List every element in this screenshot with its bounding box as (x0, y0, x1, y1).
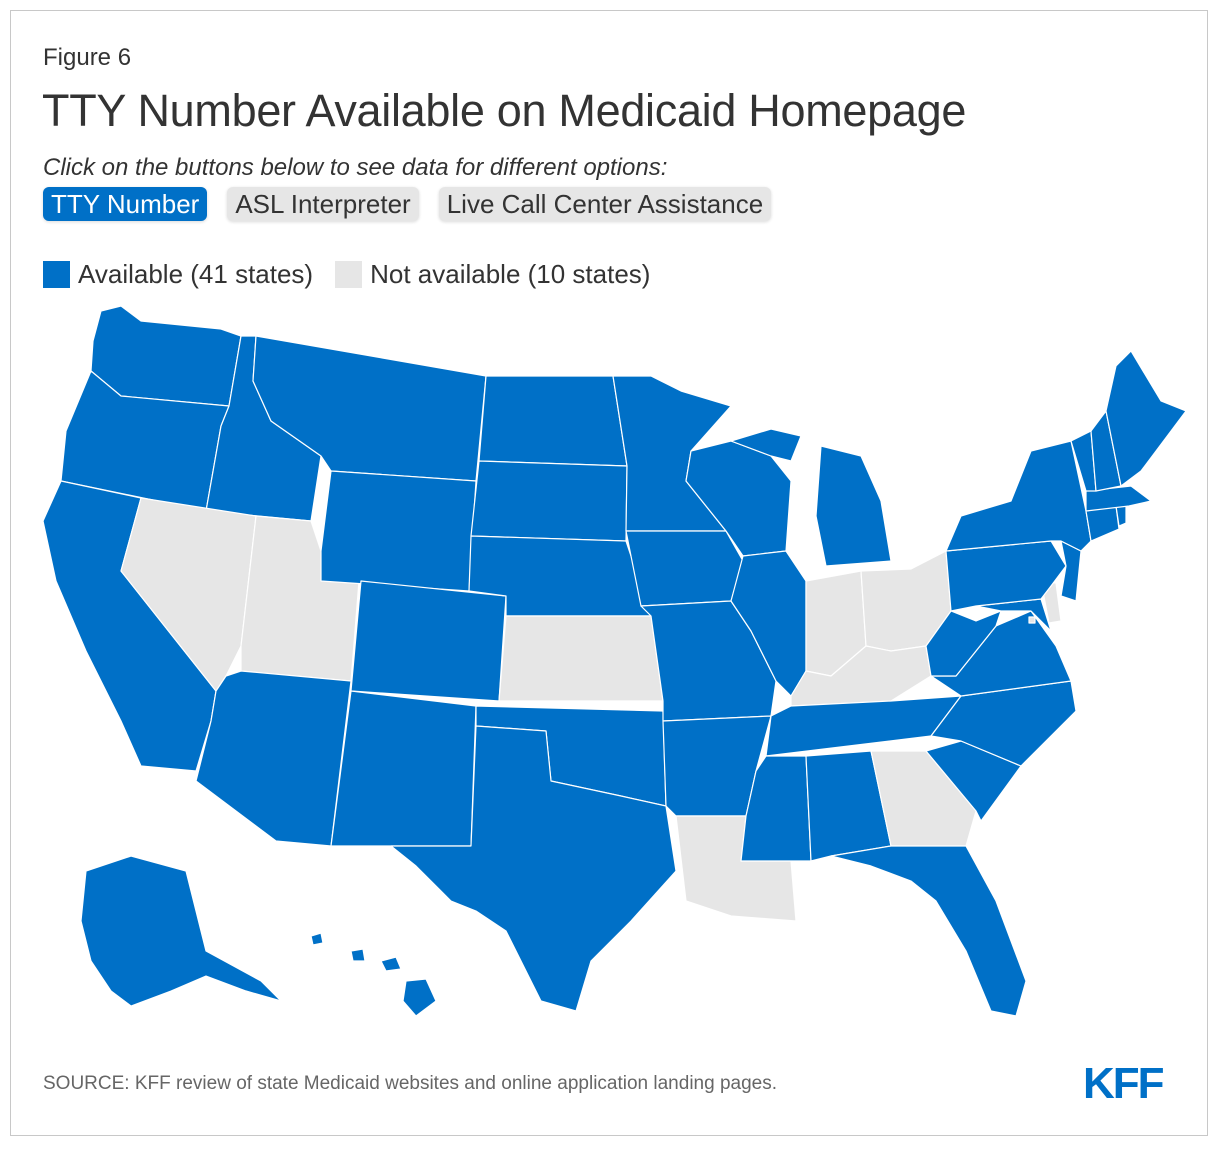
state-KS[interactable] (498, 615, 664, 702)
state-TX[interactable] (390, 725, 677, 1012)
state-AZ[interactable] (195, 670, 352, 847)
state-ME[interactable] (1105, 350, 1187, 487)
tty-number-button[interactable]: TTY Number (43, 187, 208, 221)
source-note: SOURCE: KFF review of state Medicaid web… (43, 1073, 777, 1094)
figure-label: Figure 6 (43, 44, 132, 71)
state-NM[interactable] (330, 690, 477, 847)
state-SD[interactable] (470, 460, 628, 542)
legend-available-label: Available (41 states) (78, 259, 314, 289)
figure-frame: Figure 6 TTY Number Available on Medicai… (10, 10, 1208, 1136)
state-SC[interactable] (925, 740, 1022, 822)
legend-not-available: Not available (10 states) (335, 259, 650, 290)
instructions-text: Click on the buttons below to see data f… (43, 154, 668, 181)
state-HI[interactable] (310, 932, 437, 1017)
us-map (31, 301, 1211, 1041)
legend-available-swatch (43, 261, 70, 288)
state-PA[interactable] (945, 540, 1067, 612)
state-GA[interactable] (870, 750, 977, 847)
state-ND[interactable] (478, 375, 628, 467)
state-FL[interactable] (830, 845, 1027, 1017)
legend-available: Available (41 states) (43, 259, 313, 290)
us-map-svg (42, 305, 1187, 1017)
state-WV[interactable] (925, 610, 1002, 677)
state-AK[interactable] (80, 855, 282, 1007)
live-call-center-button[interactable]: Live Call Center Assistance (438, 187, 772, 221)
kff-logo: KFF (1083, 1059, 1165, 1108)
state-IA[interactable] (625, 530, 744, 607)
state-NY[interactable] (945, 440, 1092, 552)
legend-not-available-label: Not available (10 states) (370, 259, 651, 289)
page-title: TTY Number Available on Medicaid Homepag… (42, 85, 967, 136)
legend-not-available-swatch (335, 261, 363, 288)
map-legend: Available (41 states) Not available (10 … (43, 259, 672, 290)
asl-interpreter-button[interactable]: ASL Interpreter (227, 187, 419, 221)
state-MA[interactable] (1085, 485, 1152, 512)
option-buttons: TTY Number ASL Interpreter Live Call Cen… (43, 187, 772, 221)
state-CO[interactable] (350, 580, 507, 702)
state-MI[interactable] (730, 428, 892, 567)
state-CT[interactable] (1085, 505, 1120, 542)
state-DC[interactable] (1028, 616, 1036, 624)
state-WY[interactable] (320, 470, 477, 592)
